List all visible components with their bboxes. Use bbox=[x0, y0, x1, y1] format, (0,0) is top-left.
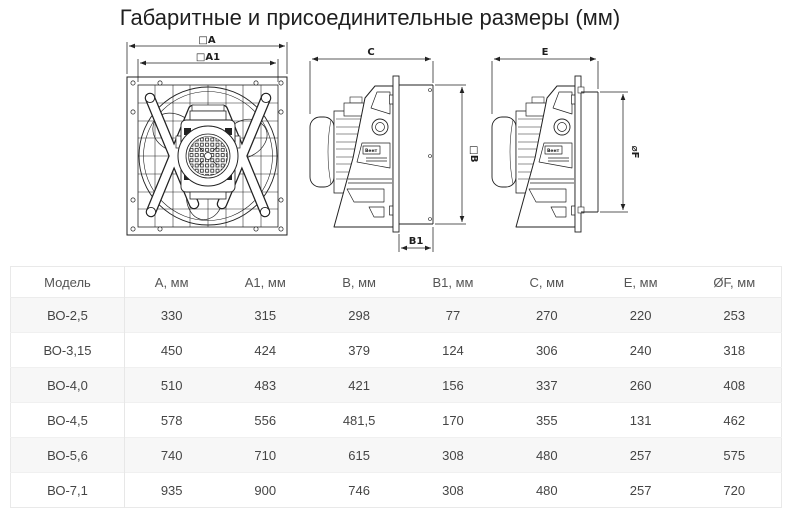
motor-logo-label: Вент bbox=[365, 148, 378, 154]
cell: 330 bbox=[160, 307, 183, 323]
cell-model: ВО-7,1 bbox=[10, 472, 125, 508]
cell: 450 bbox=[160, 342, 183, 358]
dimension-e: E bbox=[491, 47, 599, 114]
col-header-model: Модель bbox=[10, 266, 125, 298]
front-view-drawing: □A □A1 bbox=[126, 35, 288, 236]
cell: 337 bbox=[535, 377, 558, 393]
cell: 900 bbox=[254, 482, 277, 498]
cell: 124 bbox=[442, 342, 464, 358]
col-header-b: В, мм bbox=[312, 266, 407, 298]
motor-logo-label-2: Вент bbox=[547, 148, 560, 154]
cell: 720 bbox=[723, 482, 746, 498]
dim-label-b1: B1 bbox=[409, 236, 424, 247]
dimension-b1: B1 bbox=[398, 227, 434, 252]
table-row: ВО-4,5 578 556 481,5 170 355 131 462 bbox=[10, 402, 782, 438]
cell: 740 bbox=[160, 447, 183, 463]
table-header-row: Модель А, мм А1, мм В, мм В1, мм С, мм Е… bbox=[10, 266, 782, 298]
side-view-e-drawing: Вент E ⌀F bbox=[491, 47, 640, 233]
cell: 462 bbox=[723, 412, 746, 428]
col-header-a: А, мм bbox=[124, 266, 219, 298]
cell: 240 bbox=[629, 342, 652, 358]
col-header-a1: А1, мм bbox=[218, 266, 313, 298]
dimensions-table: Модель А, мм А1, мм В, мм В1, мм С, мм Е… bbox=[10, 266, 782, 508]
cell: 935 bbox=[160, 482, 183, 498]
dimension-a1: □A1 bbox=[137, 52, 279, 82]
col-header-e: Е, мм bbox=[593, 266, 688, 298]
cell: 131 bbox=[629, 412, 652, 428]
motor-front bbox=[175, 104, 241, 200]
cell-model: ВО-5,6 bbox=[10, 437, 125, 473]
cell: 379 bbox=[348, 342, 370, 358]
dimension-a: □A bbox=[126, 35, 288, 74]
cell: 315 bbox=[254, 307, 277, 323]
page-title: Габаритные и присоединительные размеры (… bbox=[119, 5, 621, 30]
cell: 270 bbox=[535, 307, 558, 323]
cell: 510 bbox=[160, 377, 183, 393]
table-row: ВО-4,0 510 483 421 156 337 260 408 bbox=[10, 367, 782, 403]
side-view-c-drawing: Вент C □B B1 bbox=[309, 47, 479, 252]
table-row: ВО-3,15 450 424 379 124 306 240 318 bbox=[10, 332, 782, 368]
cell: 298 bbox=[348, 307, 370, 323]
cell: 480 bbox=[535, 447, 558, 463]
cell: 318 bbox=[723, 342, 746, 358]
dim-label-e: E bbox=[542, 47, 549, 58]
dimensions-diagram: □A □A1 bbox=[126, 35, 640, 252]
cell: 421 bbox=[348, 377, 370, 393]
table-row: ВО-7,1 935 900 746 308 480 257 720 bbox=[10, 472, 782, 508]
cell: 220 bbox=[629, 307, 652, 323]
table-row: ВО-2,5 330 315 298 77 270 220 253 bbox=[10, 297, 782, 333]
dim-label-c: C bbox=[367, 47, 374, 58]
cell: 424 bbox=[254, 342, 277, 358]
dimension-f: ⌀F bbox=[600, 91, 640, 213]
cell: 355 bbox=[535, 412, 558, 428]
cell-model: ВО-3,15 bbox=[10, 332, 125, 368]
cell-model: ВО-2,5 bbox=[10, 297, 125, 333]
cell: 710 bbox=[254, 447, 277, 463]
dim-label-a1: □A1 bbox=[196, 52, 220, 63]
cell: 257 bbox=[629, 482, 652, 498]
dim-label-b: □B bbox=[468, 145, 479, 162]
cell: 170 bbox=[442, 412, 464, 428]
cell: 578 bbox=[160, 412, 183, 428]
dim-label-f: ⌀F bbox=[629, 146, 640, 159]
cell-model: ВО-4,0 bbox=[10, 367, 125, 403]
cell: 481,5 bbox=[342, 412, 376, 428]
col-header-b1: В1, мм bbox=[406, 266, 500, 298]
cell: 615 bbox=[348, 447, 370, 463]
dim-label-a: □A bbox=[198, 35, 215, 46]
cell: 480 bbox=[535, 482, 558, 498]
table-row: ВО-5,6 740 710 615 308 480 257 575 bbox=[10, 437, 782, 473]
cell: 257 bbox=[629, 447, 652, 463]
cell: 156 bbox=[442, 377, 464, 393]
dimension-c: C bbox=[309, 47, 434, 114]
cell: 746 bbox=[348, 482, 370, 498]
cell: 77 bbox=[445, 307, 461, 323]
cell: 260 bbox=[629, 377, 652, 393]
cell: 575 bbox=[723, 447, 746, 463]
col-header-c: С, мм bbox=[499, 266, 594, 298]
cell: 253 bbox=[723, 307, 746, 323]
cell: 306 bbox=[535, 342, 558, 358]
cell: 308 bbox=[442, 447, 464, 463]
cell: 308 bbox=[442, 482, 464, 498]
cell: 483 bbox=[254, 377, 277, 393]
dimension-b: □B bbox=[435, 84, 479, 225]
col-header-f: ØF, мм bbox=[687, 266, 782, 298]
cell: 556 bbox=[254, 412, 277, 428]
mounting-holes bbox=[130, 80, 284, 232]
cell: 408 bbox=[723, 377, 746, 393]
cell-model: ВО-4,5 bbox=[10, 402, 125, 438]
